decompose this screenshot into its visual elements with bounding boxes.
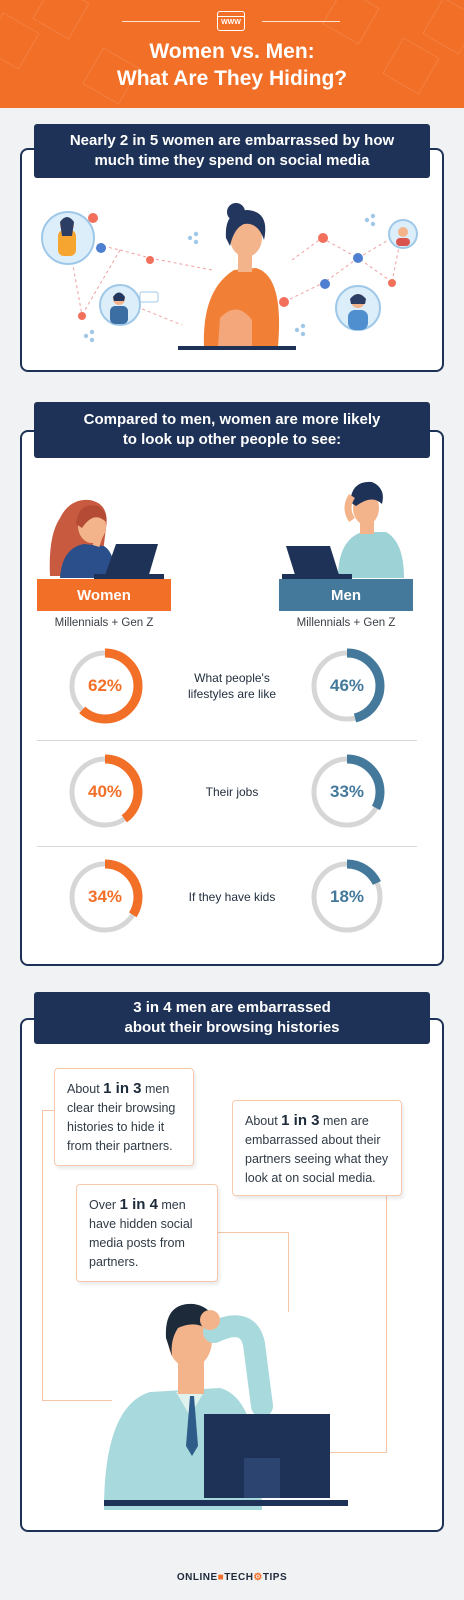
men-donut-2 xyxy=(309,754,385,830)
men-donut-arc xyxy=(309,648,385,724)
section2-banner-text: Compared to men, women are more likely t… xyxy=(83,411,381,448)
header-rule-right xyxy=(262,21,340,22)
social-network-illustration xyxy=(41,203,418,350)
row-divider xyxy=(37,846,417,847)
men-donut-3 xyxy=(309,859,385,935)
man-laptop-illustration xyxy=(282,481,404,579)
section-social-media-panel xyxy=(20,148,444,372)
women-men-illustration xyxy=(49,481,404,579)
page-title: Women vs. Men: What Are They Hiding? xyxy=(116,40,348,90)
heart-icon xyxy=(78,312,86,320)
stat-note-hidden-posts: Over 1 in 4 men have hidden social media… xyxy=(76,1184,218,1282)
section1-banner: Nearly 2 in 5 women are embarrassed by h… xyxy=(34,124,430,178)
connector-line xyxy=(386,1196,387,1452)
lookup-question: If they have kids xyxy=(188,890,276,904)
row-divider xyxy=(37,740,417,741)
man-computer-illustration xyxy=(104,1303,348,1510)
header-rule-left xyxy=(122,21,200,22)
connector-line xyxy=(42,1110,54,1111)
connector-line xyxy=(42,1110,43,1400)
women-donut-arc xyxy=(67,754,143,830)
women-group-label: Women xyxy=(37,579,171,611)
heart-icon xyxy=(388,279,396,287)
section2-banner: Compared to men, women are more likely t… xyxy=(34,402,430,458)
note3-stat: 1 in 4 xyxy=(119,1196,158,1213)
logo-square-icon: ■ xyxy=(217,1572,225,1583)
note1-stat: 1 in 3 xyxy=(103,1080,142,1097)
women-donut-2 xyxy=(67,754,143,830)
browser-www-icon: WWW xyxy=(217,11,245,31)
hex-pattern xyxy=(32,0,90,40)
men-donut-arc xyxy=(309,754,385,830)
women-subtitle: Millennials + Gen Z xyxy=(54,617,154,629)
like-icon xyxy=(320,279,330,289)
lookup-question: What people's lifestyles are like xyxy=(187,671,277,701)
men-percent-label: 18% xyxy=(329,887,365,906)
note2-prefix: About xyxy=(245,1114,282,1128)
section3-banner: 3 in 4 men are embarrassed about their b… xyxy=(34,992,430,1044)
heart-icon xyxy=(279,297,289,307)
connector-line xyxy=(42,1400,112,1401)
women-donut-arc xyxy=(67,859,143,935)
section1-banner-text: Nearly 2 in 5 women are embarrassed by h… xyxy=(69,132,395,169)
stat-note-embarrassed-partners: About 1 in 3 men are embarrassed about t… xyxy=(232,1100,402,1196)
women-percent-label: 40% xyxy=(87,782,123,801)
men-group-label: Men xyxy=(279,579,413,611)
men-percent-label: 33% xyxy=(329,782,365,801)
men-percent-label: 46% xyxy=(329,676,365,695)
heart-icon xyxy=(318,233,328,243)
woman-laptop-illustration xyxy=(49,499,164,579)
like-icon xyxy=(353,253,363,263)
women-donut-arc xyxy=(67,648,143,724)
header-banner: WWW Women vs. Men: What Are They Hiding? xyxy=(0,0,464,108)
women-donut-1 xyxy=(67,648,143,724)
note1-text: men clear their browsing histories to hi… xyxy=(67,1082,176,1153)
connector-line xyxy=(330,1452,387,1453)
note2-text: men are embarrassed about their partners… xyxy=(245,1114,389,1185)
like-icon xyxy=(96,243,106,253)
connector-line xyxy=(288,1232,289,1312)
women-percent-label: 62% xyxy=(87,676,123,695)
men-subtitle: Millennials + Gen Z xyxy=(296,617,396,629)
connector-line xyxy=(218,1232,288,1233)
thinking-woman-illustration xyxy=(178,203,296,350)
note2-stat: 1 in 3 xyxy=(281,1112,320,1129)
heart-icon xyxy=(146,256,154,264)
note1-prefix: About xyxy=(67,1082,104,1096)
logo-part-online: ONLINE xyxy=(176,1572,218,1583)
men-donut-arc xyxy=(309,859,385,935)
message-icon xyxy=(139,291,159,303)
section3-banner-text: 3 in 4 men are embarrassed about their b… xyxy=(124,999,340,1036)
logo-gear-icon: ⚙ xyxy=(253,1572,263,1583)
men-donut-1 xyxy=(309,648,385,724)
heart-icon xyxy=(88,213,98,223)
lookup-question: Their jobs xyxy=(205,785,259,799)
share-icon xyxy=(83,213,376,343)
logo-part-tips: TIPS xyxy=(262,1572,288,1583)
stat-note-clear-history: About 1 in 3 men clear their browsing hi… xyxy=(54,1068,194,1166)
note3-text: men have hidden social media posts from … xyxy=(89,1198,193,1269)
women-percent-label: 34% xyxy=(87,887,123,906)
footer-logo: ONLINE■TECH⚙TIPS xyxy=(0,1572,464,1583)
logo-part-tech: TECH xyxy=(224,1572,254,1583)
women-donut-3 xyxy=(67,859,143,935)
note3-prefix: Over xyxy=(89,1198,120,1212)
